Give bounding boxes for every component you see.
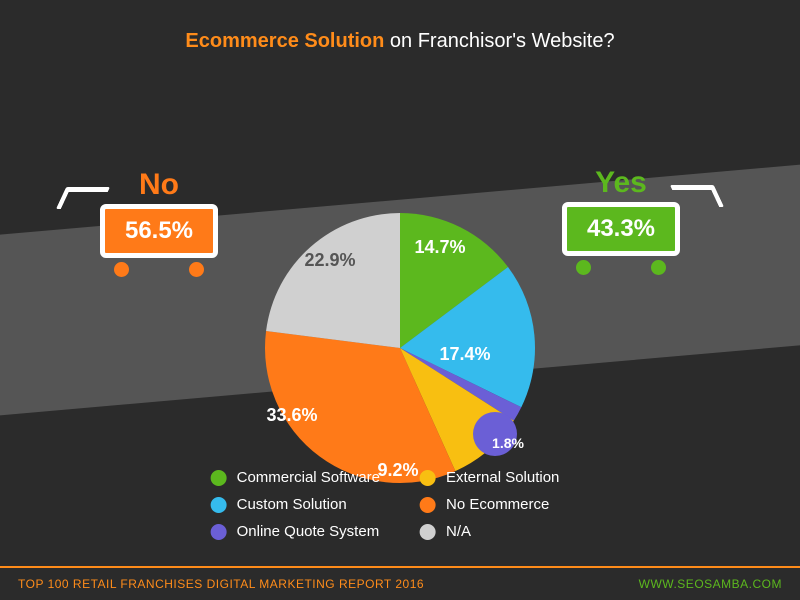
wheel-icon: [576, 260, 591, 275]
wheel-icon: [189, 262, 204, 277]
legend-item: Commercial Software: [211, 469, 380, 486]
legend-label: Custom Solution: [237, 496, 347, 513]
pie-slice: [266, 213, 400, 348]
slice-label: 17.4%: [439, 344, 490, 364]
footer-left: TOP 100 RETAIL FRANCHISES DIGITAL MARKET…: [18, 577, 424, 591]
legend-item: No Ecommerce: [420, 496, 589, 513]
cart-yes: Yes 43.3%: [562, 166, 680, 275]
legend-label: N/A: [446, 523, 471, 540]
legend-label: External Solution: [446, 469, 559, 486]
legend-dot-icon: [211, 524, 227, 540]
legend-item: External Solution: [420, 469, 589, 486]
pie-svg: 14.7%17.4%1.8%9.2%33.6%22.9%: [0, 88, 800, 518]
cart-yes-label: Yes: [562, 166, 680, 200]
cart-no-value: 56.5%: [125, 217, 193, 245]
footer-right: WWW.SEOSAMBA.COM: [639, 577, 782, 591]
footer: TOP 100 RETAIL FRANCHISES DIGITAL MARKET…: [0, 566, 800, 600]
slice-label: 22.9%: [304, 250, 355, 270]
slice-label: 1.8%: [492, 435, 524, 451]
slice-label: 14.7%: [414, 237, 465, 257]
legend-label: Online Quote System: [237, 523, 380, 540]
cart-no-value-box: 56.5%: [100, 204, 218, 258]
cart-yes-wheels: [562, 260, 680, 275]
cart-no-label: No: [100, 168, 218, 202]
chart-title: Ecommerce Solution on Franchisor's Websi…: [0, 30, 800, 53]
legend-label: Commercial Software: [237, 469, 380, 486]
cart-no: No 56.5%: [100, 168, 218, 277]
slice-label: 33.6%: [266, 405, 317, 425]
legend-item: Custom Solution: [211, 496, 380, 513]
legend-dot-icon: [211, 470, 227, 486]
legend: Commercial Software External Solution Cust…: [211, 469, 590, 540]
legend-dot-icon: [420, 470, 436, 486]
legend-item: N/A: [420, 523, 589, 540]
pie-chart: 14.7%17.4%1.8%9.2%33.6%22.9% No 56.5% Ye…: [0, 88, 800, 418]
legend-dot-icon: [420, 497, 436, 513]
legend-item: Online Quote System: [211, 523, 380, 540]
wheel-icon: [651, 260, 666, 275]
cart-yes-value-box: 43.3%: [562, 202, 680, 256]
cart-yes-value: 43.3%: [587, 215, 655, 243]
legend-dot-icon: [211, 497, 227, 513]
title-accent: Ecommerce Solution: [185, 30, 384, 52]
cart-handle-icon: [56, 187, 110, 209]
wheel-icon: [114, 262, 129, 277]
title-rest: on Franchisor's Website?: [384, 30, 614, 52]
legend-label: No Ecommerce: [446, 496, 549, 513]
cart-no-wheels: [100, 262, 218, 277]
legend-dot-icon: [420, 524, 436, 540]
